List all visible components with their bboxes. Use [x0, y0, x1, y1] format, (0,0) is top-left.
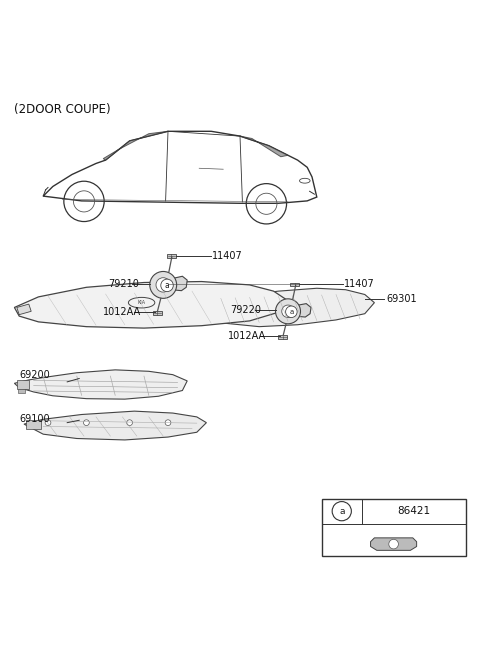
Text: KIA: KIA: [138, 300, 145, 305]
Polygon shape: [14, 282, 288, 328]
Text: 1012AA: 1012AA: [103, 307, 141, 317]
Bar: [26, 420, 41, 429]
Text: 11407: 11407: [212, 251, 243, 261]
Polygon shape: [240, 136, 288, 157]
Polygon shape: [371, 538, 417, 551]
Text: 1012AA: 1012AA: [228, 331, 266, 341]
Text: 69200: 69200: [19, 369, 50, 379]
Text: 86421: 86421: [397, 506, 431, 516]
Circle shape: [150, 272, 177, 298]
Bar: [290, 282, 299, 286]
Polygon shape: [103, 132, 168, 160]
Text: a: a: [165, 281, 169, 290]
Text: 79220: 79220: [230, 305, 262, 315]
Text: a: a: [339, 507, 345, 516]
Polygon shape: [286, 303, 311, 317]
Text: a: a: [289, 309, 293, 315]
Circle shape: [127, 420, 132, 426]
Text: 69301: 69301: [386, 294, 417, 304]
Bar: [153, 311, 162, 315]
Circle shape: [332, 502, 351, 521]
Polygon shape: [161, 276, 187, 291]
Polygon shape: [14, 370, 187, 399]
Circle shape: [84, 420, 89, 426]
Text: (2DOOR COUPE): (2DOOR COUPE): [14, 102, 111, 116]
Text: 11407: 11407: [344, 280, 375, 290]
Circle shape: [45, 420, 51, 426]
Bar: [17, 381, 29, 389]
Bar: [322, 498, 466, 556]
Circle shape: [282, 305, 294, 317]
Circle shape: [286, 306, 297, 317]
Text: 79210: 79210: [108, 279, 139, 289]
Bar: [278, 335, 287, 339]
Circle shape: [161, 279, 173, 292]
Polygon shape: [24, 411, 206, 440]
Bar: [167, 254, 176, 258]
Circle shape: [389, 539, 398, 549]
Text: 69100: 69100: [19, 414, 50, 424]
Circle shape: [276, 299, 300, 324]
Circle shape: [165, 420, 171, 426]
Bar: [18, 389, 25, 393]
Circle shape: [156, 278, 170, 292]
Polygon shape: [211, 288, 374, 327]
Polygon shape: [17, 304, 31, 315]
